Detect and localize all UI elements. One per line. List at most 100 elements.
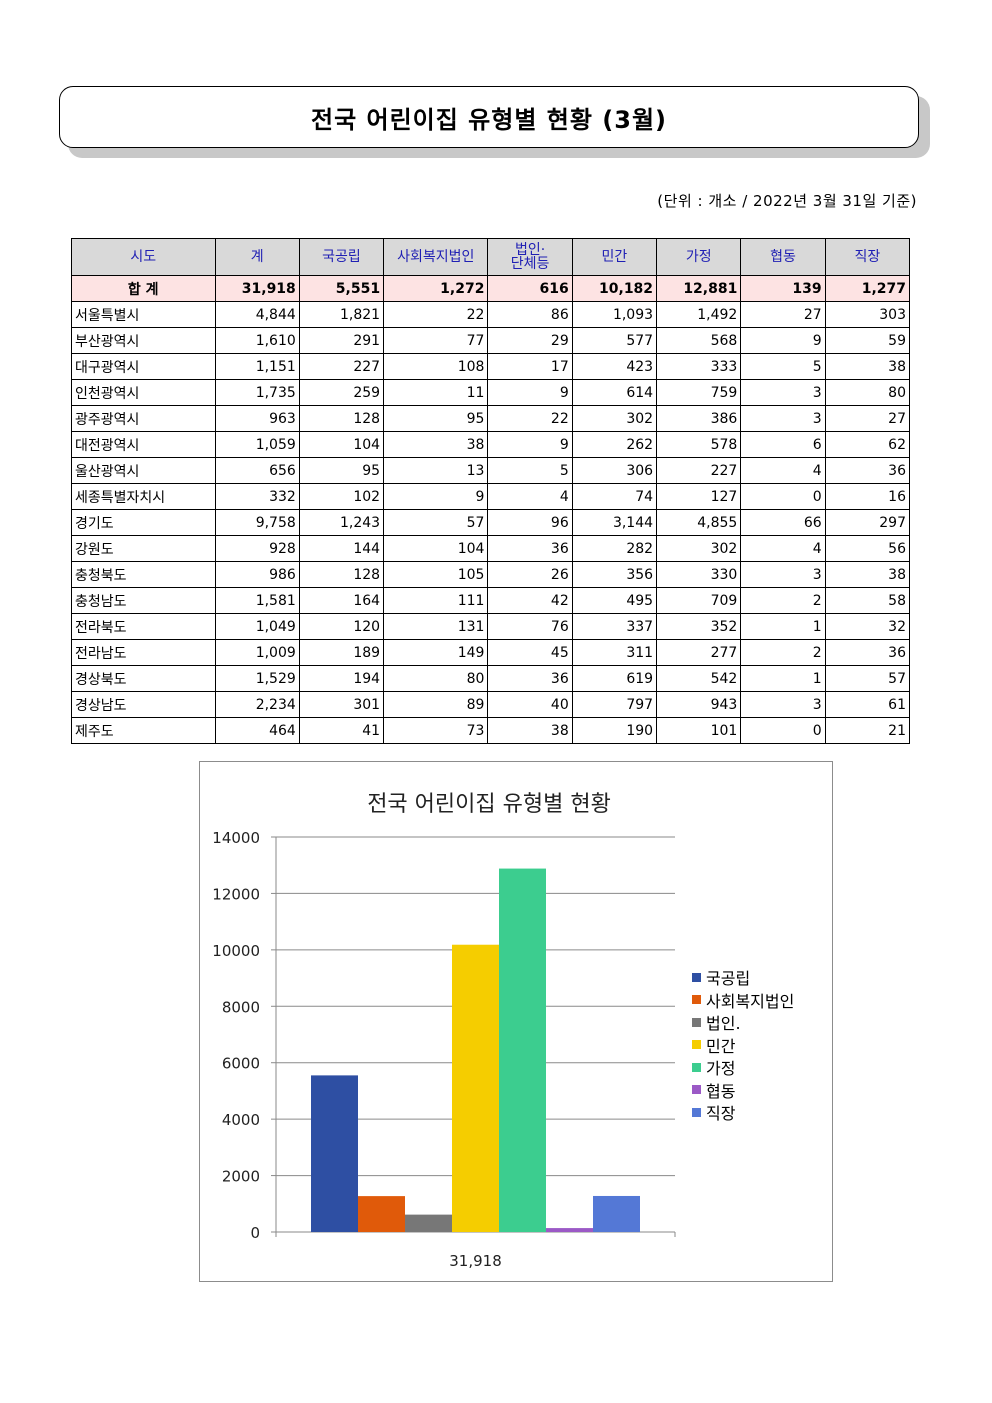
y-tick-label: 10000 bbox=[212, 942, 260, 960]
table-cell: 127 bbox=[656, 483, 742, 510]
table-row: 충청남도 1,581 164 111 42 495 709 2 58 bbox=[71, 587, 911, 614]
table-cell: 13 bbox=[383, 457, 489, 484]
table-cell: 128 bbox=[298, 561, 385, 588]
table-cell: 45 bbox=[487, 639, 573, 666]
table-cell: 797 bbox=[571, 691, 658, 718]
region-name: 광주광역시 bbox=[71, 405, 216, 432]
table-cell: 89 bbox=[383, 691, 489, 718]
table-cell: 1,735 bbox=[214, 379, 300, 406]
table-cell: 189 bbox=[298, 639, 385, 666]
bar-4 bbox=[452, 944, 499, 1232]
table-cell: 22 bbox=[383, 301, 489, 328]
table-cell: 36 bbox=[824, 639, 911, 666]
table-cell: 194 bbox=[298, 665, 385, 692]
table-cell: 3 bbox=[740, 561, 826, 588]
stats-table: 시도 계 국공립 사회복지법인 법인· 단체등 민간 가정 협동 직장 합 계 … bbox=[71, 238, 911, 744]
table-cell: 4,844 bbox=[214, 301, 300, 328]
y-tick-label: 8000 bbox=[222, 998, 260, 1016]
table-cell: 619 bbox=[571, 665, 658, 692]
bar-5 bbox=[499, 868, 546, 1232]
legend-item: 직장 bbox=[692, 1101, 794, 1124]
legend-label: 국공립 bbox=[706, 969, 751, 989]
header-private: 민간 bbox=[571, 238, 658, 276]
header-social-welfare: 사회복지법인 bbox=[383, 238, 489, 276]
table-cell: 568 bbox=[656, 327, 742, 354]
bar-chart: 전국 어린이집 유형별 현황 0 2000 4000 6000 8000 10000 120… bbox=[212, 792, 676, 1270]
legend-item: 가정 bbox=[692, 1056, 794, 1079]
table-cell: 5 bbox=[740, 353, 826, 380]
header-workplace: 직장 bbox=[824, 238, 911, 276]
table-cell: 616 bbox=[487, 275, 573, 302]
table-row: 세종특별자치시 332 102 9 4 74 127 0 16 bbox=[71, 483, 911, 510]
table-cell: 4 bbox=[487, 483, 573, 510]
table-cell: 1,243 bbox=[298, 509, 385, 536]
bar-3 bbox=[405, 1214, 452, 1232]
table-cell: 149 bbox=[383, 639, 489, 666]
header-cooperative: 협동 bbox=[740, 238, 826, 276]
table-row: 강원도 928 144 104 36 282 302 4 56 bbox=[71, 535, 911, 562]
region-name: 세종특별자치시 bbox=[71, 483, 216, 510]
table-cell: 1,610 bbox=[214, 327, 300, 354]
table-cell: 4 bbox=[740, 457, 826, 484]
table-cell: 282 bbox=[571, 535, 658, 562]
table-cell: 95 bbox=[383, 405, 489, 432]
table-cell: 80 bbox=[383, 665, 489, 692]
table-cell: 352 bbox=[656, 613, 742, 640]
table-cell: 3 bbox=[740, 691, 826, 718]
table-cell: 1,049 bbox=[214, 613, 300, 640]
y-tick-label: 2000 bbox=[222, 1168, 260, 1186]
chart-frame: 전국 어린이집 유형별 현황 0 2000 4000 6000 8000 10000 120… bbox=[199, 761, 833, 1282]
region-name: 경상남도 bbox=[71, 691, 216, 718]
table-cell: 62 bbox=[824, 431, 911, 458]
table-cell: 262 bbox=[571, 431, 658, 458]
y-tick-label: 4000 bbox=[222, 1111, 260, 1129]
table-cell: 86 bbox=[487, 301, 573, 328]
table-cell: 36 bbox=[487, 535, 573, 562]
header-corporate: 법인· 단체등 bbox=[487, 238, 573, 276]
y-tick-label: 12000 bbox=[212, 885, 260, 903]
table-cell: 10,182 bbox=[571, 275, 658, 302]
table-cell: 95 bbox=[298, 457, 385, 484]
table-cell: 1,492 bbox=[656, 301, 742, 328]
chart-legend: 국공립 사회복지법인 법인. 민간 가정 협동 직장 bbox=[692, 966, 794, 1124]
unit-note: (단위 : 개소 / 2022년 3월 31일 기준) bbox=[657, 192, 917, 210]
table-cell: 1,059 bbox=[214, 431, 300, 458]
table-cell: 17 bbox=[487, 353, 573, 380]
table-cell: 42 bbox=[487, 587, 573, 614]
region-name: 전라남도 bbox=[71, 639, 216, 666]
table-cell: 31,918 bbox=[214, 275, 300, 302]
table-row: 제주도 464 41 73 38 190 101 0 21 bbox=[71, 717, 911, 744]
table-cell: 614 bbox=[571, 379, 658, 406]
header-corporate-line1: 법인· bbox=[514, 242, 546, 258]
table-cell: 1,009 bbox=[214, 639, 300, 666]
chart-title: 전국 어린이집 유형별 현황 bbox=[367, 792, 611, 817]
bar-2 bbox=[358, 1196, 405, 1232]
table-cell: 104 bbox=[298, 431, 385, 458]
table-cell: 108 bbox=[383, 353, 489, 380]
legend-item: 협동 bbox=[692, 1079, 794, 1102]
table-row: 경상북도 1,529 194 80 36 619 542 1 57 bbox=[71, 665, 911, 692]
y-tick-label: 6000 bbox=[222, 1055, 260, 1073]
header-public: 국공립 bbox=[298, 238, 385, 276]
table-cell: 1 bbox=[740, 613, 826, 640]
table-cell: 1,821 bbox=[298, 301, 385, 328]
table-cell: 76 bbox=[487, 613, 573, 640]
bar-7 bbox=[593, 1195, 640, 1232]
legend-item: 법인. bbox=[692, 1011, 794, 1034]
region-name: 충청남도 bbox=[71, 587, 216, 614]
table-cell: 36 bbox=[824, 457, 911, 484]
table-cell: 190 bbox=[571, 717, 658, 744]
table-cell: 928 bbox=[214, 535, 300, 562]
table-cell: 27 bbox=[824, 405, 911, 432]
table-cell: 74 bbox=[571, 483, 658, 510]
table-cell: 1,093 bbox=[571, 301, 658, 328]
table-cell: 986 bbox=[214, 561, 300, 588]
table-cell: 32 bbox=[824, 613, 911, 640]
table-cell: 5 bbox=[487, 457, 573, 484]
table-row: 전라남도 1,009 189 149 45 311 277 2 36 bbox=[71, 639, 911, 666]
table-cell: 40 bbox=[487, 691, 573, 718]
region-name: 인천광역시 bbox=[71, 379, 216, 406]
table-cell: 6 bbox=[740, 431, 826, 458]
legend-label: 법인. bbox=[706, 1014, 741, 1034]
table-cell: 9 bbox=[383, 483, 489, 510]
